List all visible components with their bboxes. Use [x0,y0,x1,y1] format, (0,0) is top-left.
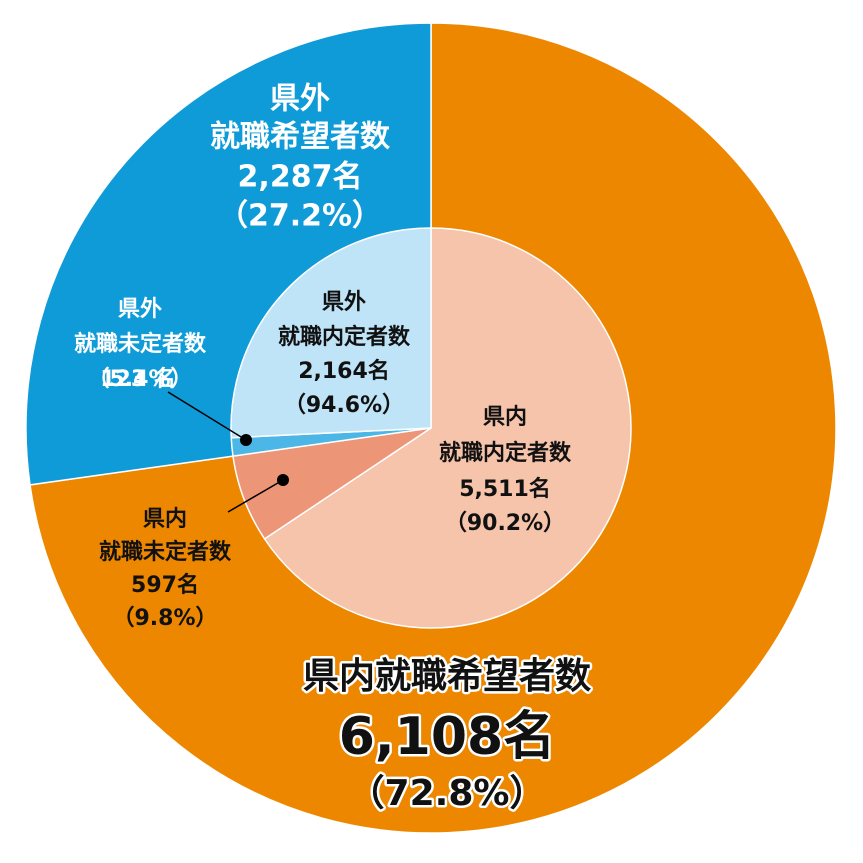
wedge [263,227,632,629]
callouts [167,391,289,513]
labels: 県内就職希望者数6,108名（72.8%）県外就職希望者数2,287名（27.2… [74,82,594,817]
label-name: 県外 [270,82,330,117]
callout-dot [277,474,289,486]
wedge [230,227,432,439]
callout-dot [240,434,252,446]
label-name: 県外 [322,289,366,315]
label-name: 県内 [483,405,527,430]
label-percent: （27.2%） [218,199,382,234]
label-name: 就職未定者数 [74,331,207,357]
label-name: 県外 [118,296,162,322]
label-name: 就職未定者数 [99,539,232,565]
label-percent: （5.4%） [87,367,192,392]
label-name: 県内 [143,507,187,532]
wedges [25,22,837,834]
label-name: 就職内定者数 [278,324,411,350]
label-value: 123 名 [100,366,176,392]
label-percent: （9.8%） [112,606,217,631]
label-percent: （94.6%） [284,393,404,418]
label-percent: （72.8%） [349,773,546,814]
label-value: 2,287名 [238,160,363,195]
label-name: 就職希望者数 [210,120,391,155]
label-value: 597名 [131,572,199,598]
callout-line [227,479,284,513]
label-percent: （90.2%） [445,511,565,536]
label-name: 就職内定者数 [439,440,572,466]
callout-line [167,391,247,441]
label-name: 県内就職希望者数 [303,656,591,697]
label-value: 6,108名 [339,707,555,767]
label-value: 2,164名 [298,358,390,384]
label-value: 5,511名 [459,476,551,502]
